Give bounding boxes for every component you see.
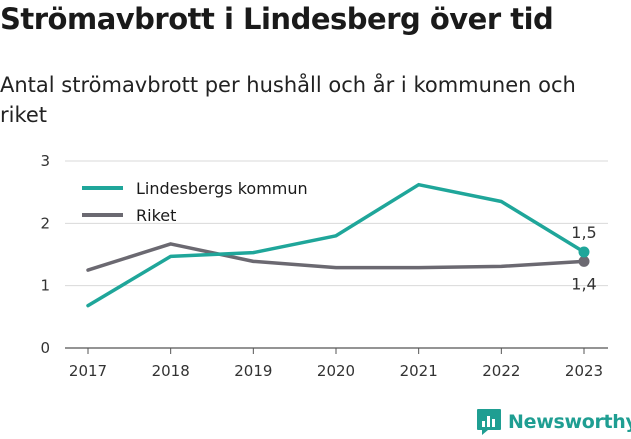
x-tick-label: 2022 [482,362,520,380]
end-value-label: 1,4 [571,274,596,293]
data-labels: 1,5 1,4 [571,223,596,293]
newsworthy-logo: Newsworthy [476,407,631,437]
end-value-label: 1,5 [571,223,596,242]
legend: Lindesbergs kommun Riket [82,179,308,225]
chart-subtitle: Antal strömavbrott per hushåll och år i … [0,73,576,127]
x-tick-label: 2018 [152,362,190,380]
series-lines [86,182,590,308]
y-tick-label: 0 [40,339,50,357]
end-point-lindesbergs-kommun [578,246,590,258]
bar-chart-icon [477,409,501,435]
y-tick-label: 1 [40,277,50,295]
x-tick-label: 2019 [234,362,272,380]
y-tick-label: 3 [40,152,50,170]
x-tick-label: 2017 [69,362,107,380]
axes: 0 1 2 3 2017 2018 2019 2020 2021 2022 2023 [40,152,603,380]
grid-lines [65,160,608,349]
y-tick-label: 2 [40,214,50,232]
legend-label: Riket [136,206,176,225]
chart-title: Strömavbrott i Lindesberg över tid [0,2,554,36]
x-tick-label: 2020 [317,362,355,380]
end-point-riket [578,255,590,267]
brand-name: Newsworthy [508,411,631,433]
series-line-lindesbergs-kommun [86,182,586,308]
x-tick-label: 2023 [565,362,603,380]
legend-label: Lindesbergs kommun [136,179,308,198]
series-line-riket [86,242,586,272]
x-tick-label: 2021 [400,362,438,380]
